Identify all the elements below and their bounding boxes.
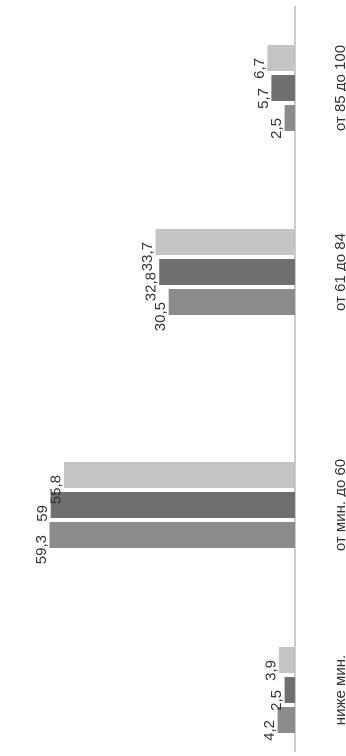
value-label: 2,5 xyxy=(268,118,285,139)
value-label: 5,7 xyxy=(255,88,272,109)
value-label: 33,7 xyxy=(139,242,156,271)
value-label: 2,5 xyxy=(268,690,285,711)
bar-3-series-1 xyxy=(168,289,295,315)
value-label: 6,7 xyxy=(251,58,268,79)
value-label: 3,9 xyxy=(262,660,279,681)
value-label: 59 xyxy=(34,505,51,522)
value-label: 59,3 xyxy=(33,535,50,564)
bar-1-series-3 xyxy=(278,647,295,673)
bar-1-series-1 xyxy=(277,707,295,733)
bars-group xyxy=(49,45,296,733)
category-label: от 61 до 84 xyxy=(332,233,346,311)
bar-4-series-2 xyxy=(271,75,295,101)
value-label: 32,8 xyxy=(143,272,160,301)
bar-2-series-3 xyxy=(64,462,295,488)
category-label: от мин. до 60 xyxy=(332,459,346,551)
bar-4-series-1 xyxy=(284,105,295,131)
category-label: ниже мин. xyxy=(332,655,346,725)
bar-4-series-3 xyxy=(267,45,295,71)
bar-3-series-3 xyxy=(155,229,295,255)
category-label: от 85 до 100 xyxy=(332,45,346,131)
bar-2-series-2 xyxy=(50,492,296,518)
value-label: 4,2 xyxy=(261,720,278,741)
bar-2-series-1 xyxy=(49,522,295,548)
bar-1-series-2 xyxy=(284,677,295,703)
value-label: 30,5 xyxy=(152,302,169,331)
value-label: 55,8 xyxy=(48,475,65,504)
category-labels-group: ниже мин. от мин. до 60 от 61 до 84 от 85 д… xyxy=(332,45,346,725)
bar-3-series-2 xyxy=(159,259,295,285)
